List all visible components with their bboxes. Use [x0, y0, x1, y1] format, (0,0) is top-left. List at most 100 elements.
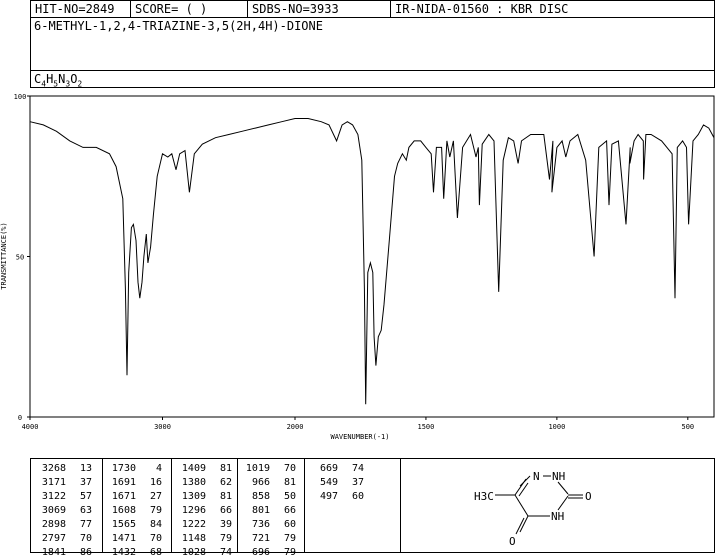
- peak-row: 1471 70: [106, 532, 162, 546]
- column-separator: [237, 458, 238, 553]
- peak-transmittance: 37: [351, 477, 364, 488]
- peak-transmittance: 77: [79, 519, 92, 530]
- peak-transmittance: 79: [283, 533, 296, 544]
- peak-transmittance: 86: [79, 547, 92, 558]
- peak-row: 2898 77: [36, 518, 92, 532]
- peak-transmittance: 50: [283, 491, 296, 502]
- atom-o3: O: [585, 490, 592, 503]
- peak-row: 858 50: [240, 490, 296, 504]
- peak-wavenumber: 736: [251, 519, 270, 530]
- peak-transmittance: 13: [79, 463, 92, 474]
- x-tick-label: 1500: [418, 423, 435, 431]
- peak-transmittance: 74: [351, 463, 364, 474]
- peak-wavenumber: 1432: [111, 547, 136, 558]
- peak-row: 1671 27: [106, 490, 162, 504]
- peak-row: 1730 4: [106, 462, 162, 476]
- peak-row: 1309 81: [176, 490, 232, 504]
- peak-row: 736 60: [240, 518, 296, 532]
- peak-row: 1222 39: [176, 518, 232, 532]
- peak-row: 1691 16: [106, 476, 162, 490]
- peak-wavenumber: 1608: [111, 505, 136, 516]
- peak-transmittance: 16: [149, 477, 162, 488]
- peak-transmittance: 60: [283, 519, 296, 530]
- atom-o5: O: [509, 535, 516, 548]
- peak-wavenumber: 497: [319, 491, 338, 502]
- x-axis-label: WAVENUMBER(-1): [330, 433, 389, 441]
- atom-n1: N: [533, 470, 540, 483]
- x-tick-label: 3000: [154, 423, 171, 431]
- y-tick-label: 100: [14, 93, 27, 101]
- peak-wavenumber: 549: [319, 477, 338, 488]
- peak-row: 1296 66: [176, 504, 232, 518]
- spectrum-line: [29, 118, 715, 405]
- peak-row: 696 79: [240, 546, 296, 560]
- peak-transmittance: 70: [79, 533, 92, 544]
- peak-wavenumber: 1309: [181, 491, 206, 502]
- peak-wavenumber: 1028: [181, 547, 206, 558]
- column-separator: [304, 458, 305, 553]
- peak-row: 801 66: [240, 504, 296, 518]
- peak-column: 1019 70 966 81 858 50 801 66 736 60 721 79 696 79: [240, 462, 296, 560]
- peak-row: 1841 86: [36, 546, 92, 560]
- y-tick-label: 50: [16, 254, 24, 262]
- x-tick-label: 2000: [287, 423, 304, 431]
- peak-row: 1608 79: [106, 504, 162, 518]
- peak-wavenumber: 1671: [111, 491, 136, 502]
- peak-row: 1148 79: [176, 532, 232, 546]
- peak-wavenumber: 1019: [245, 463, 270, 474]
- peak-row: 1565 84: [106, 518, 162, 532]
- peak-transmittance: 57: [79, 491, 92, 502]
- peak-row: 3268 13: [36, 462, 92, 476]
- peak-row: 966 81: [240, 476, 296, 490]
- column-separator: [171, 458, 172, 553]
- plot-frame: [29, 95, 715, 418]
- peak-transmittance: 84: [149, 519, 162, 530]
- peak-column: 669 74 549 37 497 60: [308, 462, 364, 504]
- molecular-formula: C4H5N3O2: [34, 72, 83, 89]
- peak-transmittance: 68: [149, 547, 162, 558]
- peak-wavenumber: 1409: [181, 463, 206, 474]
- peak-column: 1409 81 1380 62 1309 81 1296 66 1222 39 1148 79 1028…: [176, 462, 232, 560]
- peak-wavenumber: 1565: [111, 519, 136, 530]
- peak-wavenumber: 3069: [41, 505, 66, 516]
- peak-column: 1730 4 1691 16 1671 27 1608 79 1565 84 1471 70 1432 6…: [106, 462, 162, 560]
- peak-transmittance: 70: [283, 463, 296, 474]
- peak-transmittance: 27: [149, 491, 162, 502]
- peak-transmittance: 70: [149, 533, 162, 544]
- peak-transmittance: 4: [155, 463, 162, 474]
- peak-transmittance: 62: [219, 477, 232, 488]
- peak-wavenumber: 1841: [41, 547, 66, 558]
- x-tick-label: 1000: [548, 423, 565, 431]
- peak-wavenumber: 2898: [41, 519, 66, 530]
- peak-row: 1409 81: [176, 462, 232, 476]
- peak-transmittance: 60: [351, 491, 364, 502]
- peak-transmittance: 79: [149, 505, 162, 516]
- y-tick-label: 0: [18, 414, 22, 422]
- methyl-group: H3C: [474, 490, 494, 503]
- peak-wavenumber: 721: [251, 533, 270, 544]
- column-separator: [102, 458, 103, 553]
- structure-drawing: N NH NH O O H3C: [474, 470, 592, 548]
- peak-wavenumber: 1380: [181, 477, 206, 488]
- peak-transmittance: 63: [79, 505, 92, 516]
- peak-transmittance: 66: [219, 505, 232, 516]
- peak-row: 1380 62: [176, 476, 232, 490]
- peak-row: 549 37: [308, 476, 364, 490]
- peak-column: 3268 13 3171 37 3122 57 3069 63 2898 77 2797 70 1841…: [36, 462, 92, 560]
- peak-row: 1019 70: [240, 462, 296, 476]
- peak-transmittance: 79: [283, 547, 296, 558]
- peak-wavenumber: 1148: [181, 533, 206, 544]
- peak-wavenumber: 669: [319, 463, 338, 474]
- peak-wavenumber: 801: [251, 505, 270, 516]
- peak-wavenumber: 966: [251, 477, 270, 488]
- peak-transmittance: 74: [219, 547, 232, 558]
- peak-wavenumber: 1222: [181, 519, 206, 530]
- peak-wavenumber: 1691: [111, 477, 136, 488]
- compound-name: 6-METHYL-1,2,4-TRIAZINE-3,5(2H,4H)-DIONE: [34, 19, 323, 33]
- peak-transmittance: 37: [79, 477, 92, 488]
- peak-wavenumber: 1296: [181, 505, 206, 516]
- peak-transmittance: 81: [283, 477, 296, 488]
- peak-wavenumber: 2797: [41, 533, 66, 544]
- atom-nh2: NH: [552, 470, 565, 483]
